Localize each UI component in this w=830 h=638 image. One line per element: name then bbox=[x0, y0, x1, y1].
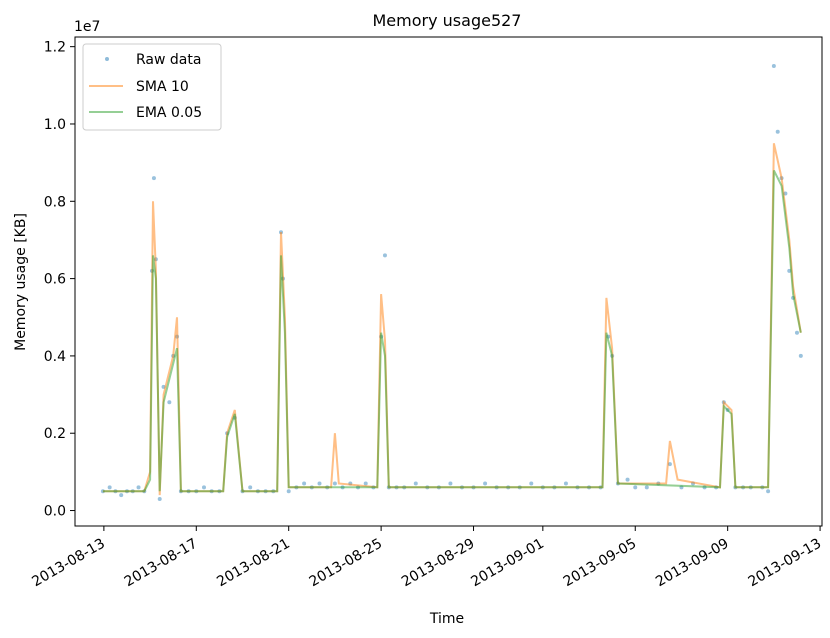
raw-data-point bbox=[248, 485, 253, 490]
plot-frame bbox=[74, 36, 823, 527]
raw-data-point bbox=[286, 489, 291, 494]
raw-data-point bbox=[201, 485, 206, 490]
legend-box bbox=[82, 43, 222, 131]
raw-data-point bbox=[151, 176, 156, 181]
raw-data-point bbox=[625, 477, 630, 482]
raw-data-point bbox=[775, 129, 780, 134]
y-tick-label: 0.4 bbox=[44, 349, 66, 365]
y-tick-label: 1.0 bbox=[44, 117, 66, 133]
raw-data-point bbox=[794, 330, 799, 335]
y-tick-label: 0.2 bbox=[44, 426, 66, 442]
y-tick-label: 0.6 bbox=[44, 272, 66, 288]
legend-label-ema: EMA 0.05 bbox=[136, 105, 202, 121]
raw-data-point bbox=[119, 493, 124, 498]
raw-data-point bbox=[107, 485, 112, 490]
chart-title: Memory usage527 bbox=[373, 11, 522, 30]
raw-data-point bbox=[382, 253, 387, 258]
raw-data-point bbox=[317, 481, 322, 486]
raw-data-point bbox=[157, 496, 162, 501]
raw-data-point bbox=[363, 481, 368, 486]
legend: Raw data SMA 10 EMA 0.05 bbox=[82, 43, 222, 131]
series-line-ema-0-05 bbox=[102, 169, 802, 493]
raw-data-point bbox=[563, 481, 568, 486]
raw-data-point bbox=[644, 485, 649, 490]
y-tick-label: 1.2 bbox=[44, 40, 66, 56]
y-offset-label: 1e7 bbox=[74, 19, 100, 35]
legend-label-raw-data: Raw data bbox=[136, 52, 201, 68]
raw-data-point bbox=[766, 489, 771, 494]
raw-data-point bbox=[483, 481, 488, 486]
series-layer bbox=[100, 63, 803, 501]
raw-data-point bbox=[771, 63, 776, 68]
raw-data-point bbox=[136, 485, 141, 490]
legend-marker-raw-data bbox=[105, 57, 109, 61]
raw-data-point bbox=[529, 481, 534, 486]
raw-data-point bbox=[413, 481, 418, 486]
y-tick-label: 0.0 bbox=[44, 504, 66, 520]
y-tick-label: 0.8 bbox=[44, 194, 66, 210]
raw-data-point bbox=[798, 353, 803, 358]
raw-data-point bbox=[633, 485, 638, 490]
series-raw-data bbox=[100, 63, 803, 501]
raw-data-point bbox=[167, 400, 172, 405]
x-axis-label: Time bbox=[429, 611, 464, 627]
legend-label-sma: SMA 10 bbox=[136, 79, 189, 95]
raw-data-point bbox=[332, 481, 337, 486]
raw-data-point bbox=[448, 481, 453, 486]
raw-data-point bbox=[302, 481, 307, 486]
y-axis-label: Memory usage [KB] bbox=[13, 213, 29, 351]
y-axis: 0.0 0.2 0.4 0.6 0.8 1.0 1.2 bbox=[44, 40, 75, 520]
